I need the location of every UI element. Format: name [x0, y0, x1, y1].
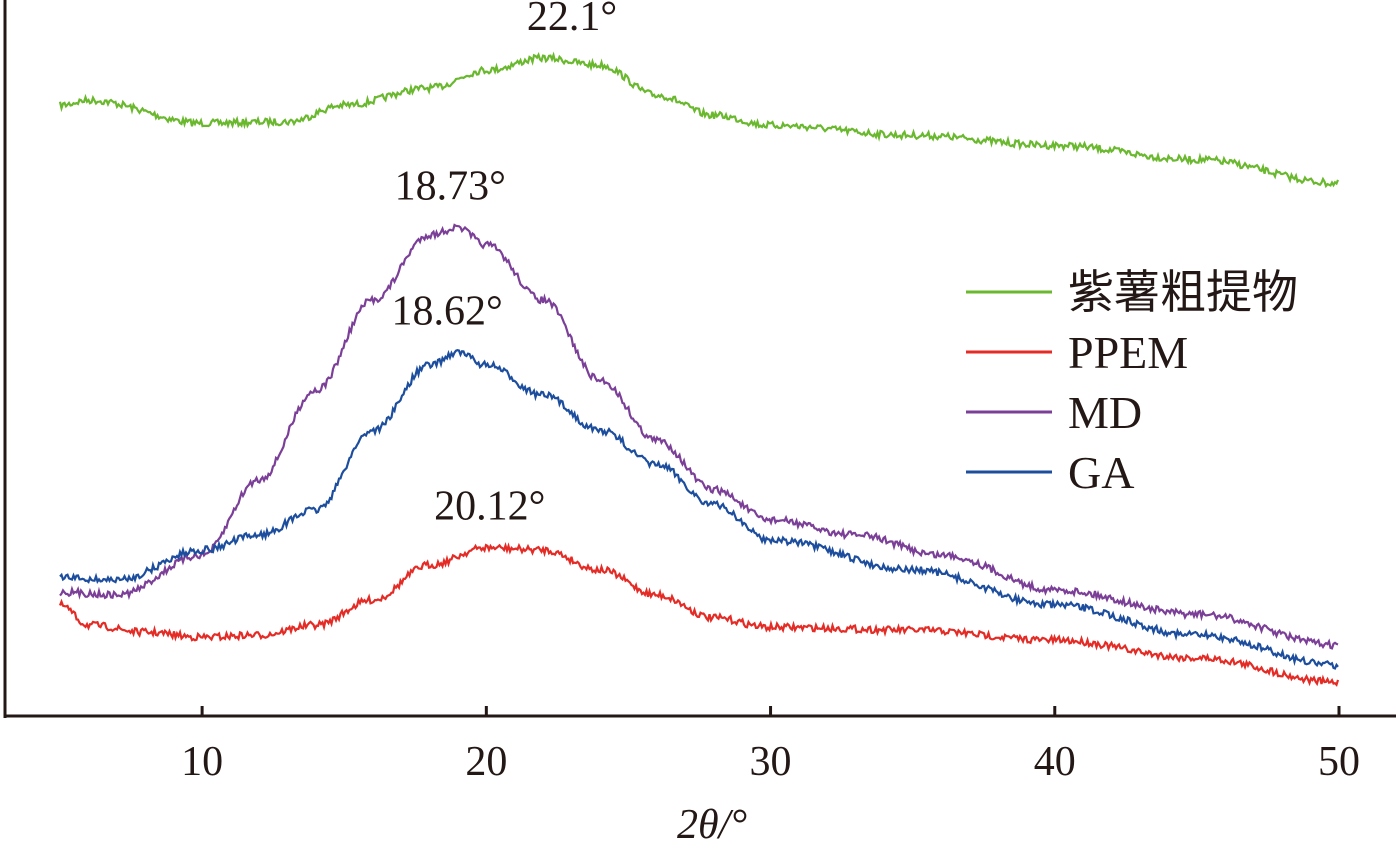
legend-item: GA	[966, 447, 1134, 498]
x-ticks: 10 20 30 40 50	[181, 706, 1360, 785]
legend-item: PPEM	[966, 327, 1188, 378]
legend-item: MD	[966, 387, 1142, 438]
legend-item: 紫薯粗提物	[966, 267, 1298, 318]
x-tick-label: 10	[181, 739, 223, 785]
peak-label: 22.1°	[527, 0, 617, 40]
series-line-1	[58, 541, 1340, 687]
x-axis-label: 2θ/°	[677, 802, 747, 842]
series-line-2	[59, 223, 1339, 650]
peak-annotations: 22.1° 18.73° 18.62° 20.12°	[391, 0, 617, 530]
legend: 紫薯粗提物 PPEM MD GA	[966, 267, 1298, 498]
x-tick-label: 20	[465, 739, 507, 785]
x-tick-label: 40	[1034, 739, 1076, 785]
legend-label: MD	[1068, 387, 1142, 438]
peak-label: 20.12°	[434, 484, 545, 530]
x-tick-label: 30	[750, 739, 792, 785]
peak-label: 18.62°	[391, 288, 502, 334]
series-line-0	[58, 51, 1340, 189]
series-lines	[58, 51, 1340, 687]
legend-label: GA	[1068, 447, 1134, 498]
series-line-3	[59, 349, 1339, 670]
x-tick-label: 50	[1318, 739, 1360, 785]
legend-label: PPEM	[1068, 327, 1188, 378]
peak-label: 18.73°	[395, 164, 506, 210]
legend-label: 紫薯粗提物	[1068, 267, 1298, 318]
